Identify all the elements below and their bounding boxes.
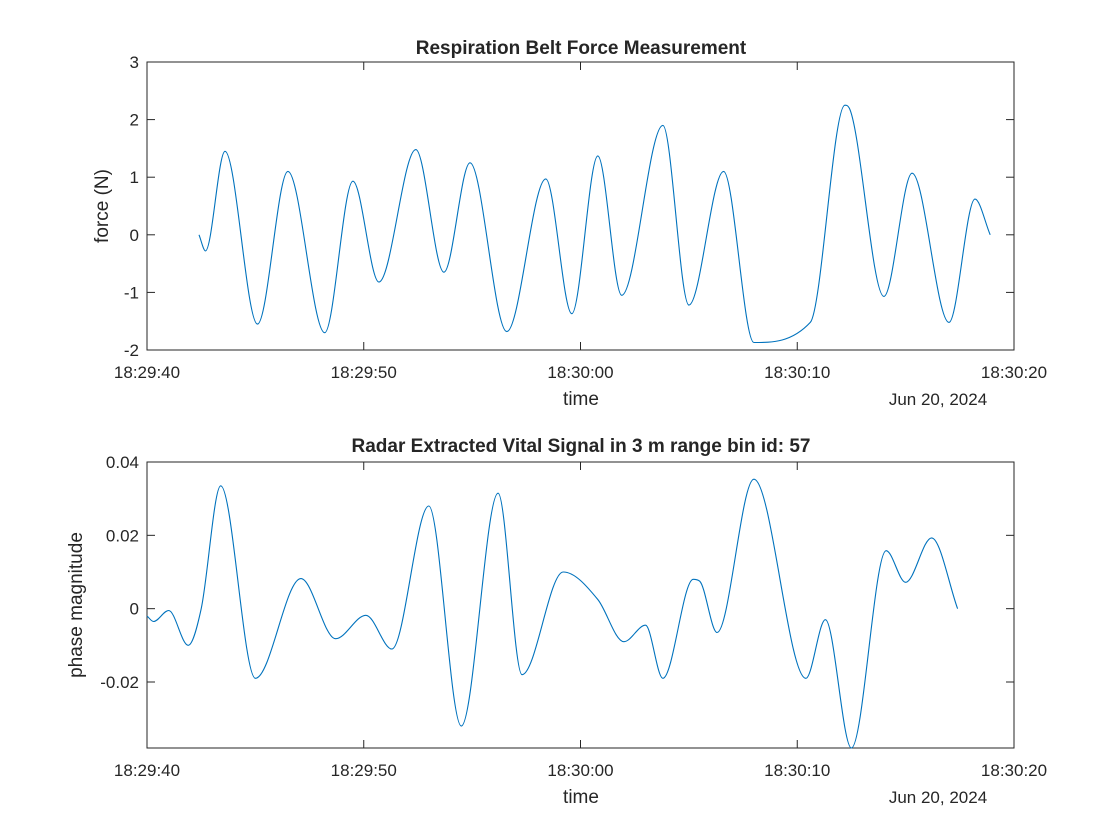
x-tick-label: 18:30:20 [981, 363, 1047, 382]
chart-title: Respiration Belt Force Measurement [416, 38, 747, 59]
y-tick-label: 1 [130, 168, 139, 187]
y-tick-label: -2 [124, 341, 139, 360]
x-tick-labels: 18:29:40 18:29:50 18:30:00 18:30:10 18:30:20 [114, 462, 1047, 780]
x-tick-labels: 18:29:40 18:29:50 18:30:00 18:30:10 18:30:20 [114, 62, 1047, 382]
y-tick-label: 0.04 [106, 453, 139, 472]
x-tick-label: 18:29:40 [114, 363, 180, 382]
plot-area [146, 61, 1015, 351]
subplot-force: Respiration Belt Force Measurement 18:29… [92, 38, 1047, 410]
x-tick-label: 18:30:20 [981, 761, 1047, 780]
x-tick-label: 18:30:10 [764, 363, 830, 382]
y-tick-label: -0.02 [100, 673, 139, 692]
y-tick-label: 0.02 [106, 526, 139, 545]
x-tick-label: 18:29:40 [114, 761, 180, 780]
y-tick-labels: -0.02 0 0.02 0.04 [100, 453, 1014, 692]
x-tick-label: 18:30:00 [547, 761, 613, 780]
x-tick-label: 18:30:00 [547, 363, 613, 382]
y-tick-label: 2 [130, 111, 139, 130]
x-tick-label: 18:29:50 [331, 363, 397, 382]
series-line-force [198, 104, 991, 344]
x-tick-label: 18:29:50 [331, 761, 397, 780]
y-tick-label: 3 [130, 53, 139, 72]
y-tick-label: 0 [130, 226, 139, 245]
subplot-radar: Radar Extracted Vital Signal in 3 m rang… [66, 436, 1047, 808]
y-axis-label: phase magnitude [66, 532, 87, 678]
plot-area [146, 461, 1015, 749]
series-line-phase [146, 478, 959, 749]
y-axis-label: force (N) [92, 169, 113, 243]
x-axis-label: time [563, 787, 599, 808]
date-label: Jun 20, 2024 [889, 788, 987, 807]
y-tick-label: -1 [124, 283, 139, 302]
date-label: Jun 20, 2024 [889, 390, 987, 409]
x-tick-label: 18:30:10 [764, 761, 830, 780]
y-tick-labels: -2 -1 0 1 2 3 [124, 53, 1014, 360]
x-axis-label: time [563, 389, 599, 410]
chart-title: Radar Extracted Vital Signal in 3 m rang… [352, 436, 811, 457]
y-tick-label: 0 [130, 600, 139, 619]
